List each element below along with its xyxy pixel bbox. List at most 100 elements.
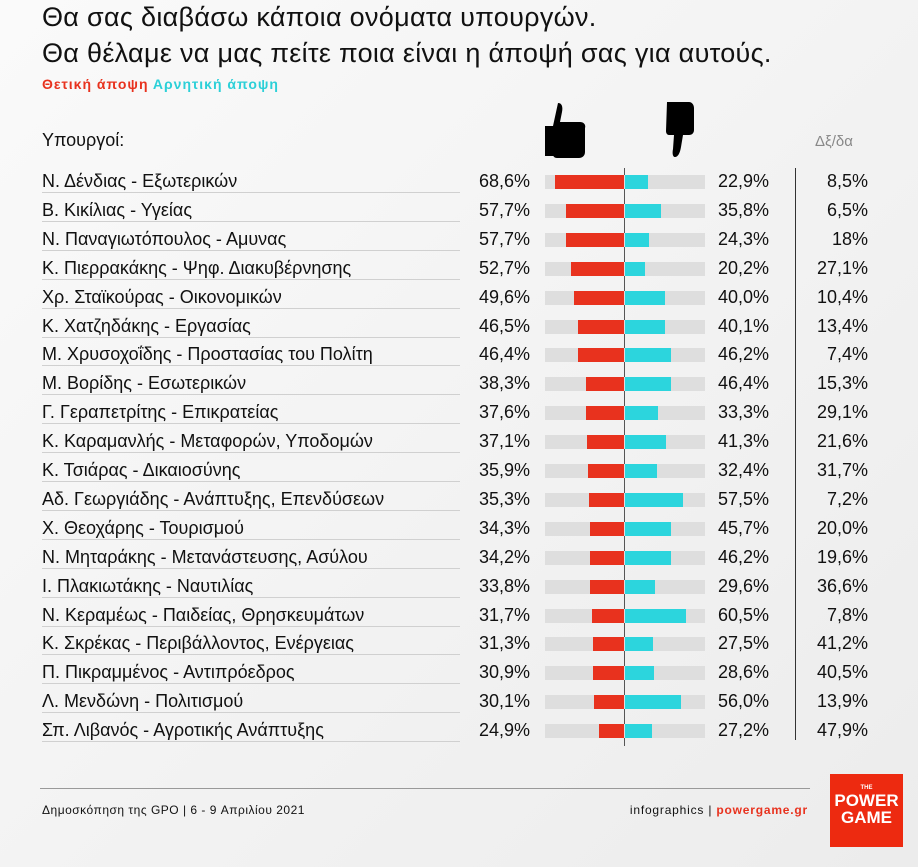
ministry: Επικρατείας	[182, 402, 279, 423]
dkda-header: Δξ/δα	[815, 133, 853, 150]
dkda-value: 19,6%	[816, 546, 868, 567]
title-line-2: Θα θέλαμε να μας πείτε ποια είναι η άποψ…	[42, 38, 772, 68]
minister-name: Κ. Καραμανλής - Μεταφορών, Υποδομών	[42, 431, 373, 452]
negative-value: 40,1%	[718, 315, 770, 336]
positive-bar	[577, 348, 624, 363]
table-row: Αδ. Γεωργιάδης - Ανάπτυξης, Επενδύσεων 3…	[0, 486, 918, 515]
negative-value: 41,3%	[718, 431, 770, 452]
minister-name: Αδ. Γεωργιάδης - Ανάπτυξης, Επενδύσεων	[42, 488, 385, 509]
positive-bar	[577, 319, 624, 334]
credit-site[interactable]: powergame.gr	[716, 803, 808, 817]
minister-name: Κ. Σκρέκας - Περιβάλλοντος, Ενέργειας	[42, 633, 354, 654]
person: Ν. Παναγιωτόπουλος	[42, 228, 211, 249]
ministry: Εσωτερικών	[147, 373, 247, 394]
positive-bar	[566, 232, 624, 247]
table-row: Ν. Παναγιωτόπουλος - Αμυνας 57,7% 24,3% …	[0, 226, 918, 255]
person: Αδ. Γεωργιάδης	[42, 488, 169, 509]
legend: Θετική άποψη Αρνητική άποψη	[42, 76, 279, 92]
positive-value: 35,3%	[478, 488, 530, 509]
negative-bar	[625, 203, 661, 218]
negative-value: 29,6%	[718, 575, 770, 596]
row-leader-line	[42, 249, 460, 251]
dkda-value: 40,5%	[816, 662, 868, 683]
footer-divider	[40, 788, 810, 789]
positive-bar	[585, 377, 624, 392]
ministry: Πολιτισμού	[155, 691, 244, 712]
table-row: Γ. Γεραπετρίτης - Επικρατείας 37,6% 33,3…	[0, 399, 918, 428]
table-row: Χρ. Σταϊκούρας - Οικονομικών 49,6% 40,0%…	[0, 284, 918, 313]
table-row: Ν. Δένδιας - Εξωτερικών 68,6% 22,9% 8,5%	[0, 168, 918, 197]
row-leader-line	[42, 683, 460, 685]
row-leader-line	[42, 538, 460, 540]
minister-name: Λ. Μενδώνη - Πολιτισμού	[42, 691, 244, 712]
positive-bar	[588, 492, 624, 507]
thumbs-down-icon	[666, 102, 694, 157]
negative-bar	[625, 608, 686, 623]
positive-bar	[555, 175, 624, 189]
logo-line1: POWER	[834, 791, 899, 810]
negative-value: 28,6%	[718, 662, 770, 683]
negative-value: 35,8%	[718, 199, 770, 220]
positive-value: 49,6%	[478, 286, 530, 307]
table-row: Λ. Μενδώνη - Πολιτισμού 30,1% 56,0% 13,9…	[0, 688, 918, 717]
table-row: Κ. Καραμανλής - Μεταφορών, Υποδομών 37,1…	[0, 428, 918, 457]
negative-bar	[625, 232, 650, 247]
positive-bar	[586, 406, 624, 421]
row-leader-line	[42, 481, 460, 482]
row-leader-line	[42, 307, 460, 309]
table-row: Χ. Θεοχάρης - Τουρισμού 34,3% 45,7% 20,0…	[0, 515, 918, 544]
negative-value: 24,3%	[718, 228, 770, 249]
logo-line2: GAME	[841, 808, 892, 827]
ministry: Εργασίας	[175, 315, 251, 336]
person: Κ. Καραμανλής	[42, 431, 165, 452]
negative-value: 45,7%	[718, 517, 770, 538]
dkda-value: 10,4%	[816, 286, 868, 307]
row-leader-line	[42, 596, 460, 598]
minister-name: Π. Πικραμμένος - Αντιπρόεδρος	[42, 662, 295, 683]
table-row: Κ. Χατζηδάκης - Εργασίας 46,5% 40,1% 13,…	[0, 313, 918, 342]
ministry: Αγροτικής Ανάπτυξης	[153, 720, 324, 741]
table-row: Ν. Μηταράκης - Μετανάστευσης, Ασύλου 34,…	[0, 544, 918, 573]
minister-name: Μ. Χρυσοχοΐδης - Προστασίας του Πολίτη	[42, 344, 373, 365]
person: Γ. Γεραπετρίτης	[42, 402, 167, 423]
person: Κ. Σκρέκας	[42, 633, 131, 654]
ministry: Περιβάλλοντος, Ενέργειας	[146, 633, 354, 654]
positive-bar	[590, 579, 624, 594]
dkda-value: 7,8%	[826, 604, 868, 625]
ministry: Ψηφ. Διακυβέρνησης	[182, 257, 352, 278]
person: Β. Κικίλιας	[42, 199, 126, 220]
positive-value: 68,6%	[478, 171, 530, 191]
dkda-value: 41,2%	[816, 633, 868, 654]
negative-value: 27,2%	[718, 720, 770, 741]
negative-value: 33,3%	[718, 402, 770, 423]
person: Π. Πικραμμένος	[42, 662, 169, 683]
row-leader-line	[42, 509, 460, 511]
table-row: Μ. Χρυσοχοΐδης - Προστασίας του Πολίτη 4…	[0, 341, 918, 370]
negative-value: 60,5%	[718, 604, 770, 625]
minister-name: Ν. Μηταράκης - Μετανάστευσης, Ασύλου	[42, 546, 368, 567]
column-divider	[795, 168, 796, 740]
positive-bar	[589, 550, 624, 565]
ministry: Υγείας	[140, 199, 193, 220]
negative-value: 32,4%	[718, 460, 770, 480]
ministers-header: Υπουργοί:	[42, 130, 125, 150]
positive-value: 57,7%	[478, 199, 530, 220]
person: Σπ. Λιβανός	[42, 720, 139, 741]
minister-name: Σπ. Λιβανός - Αγροτικής Ανάπτυξης	[42, 720, 324, 741]
row-leader-line	[42, 712, 460, 714]
negative-bar	[625, 637, 653, 652]
minister-name: Χ. Θεοχάρης - Τουρισμού	[42, 517, 244, 538]
positive-value: 52,7%	[478, 257, 530, 278]
positive-value: 34,2%	[478, 546, 530, 567]
row-leader-line	[42, 394, 460, 396]
negative-bar	[625, 492, 683, 507]
positive-value: 35,9%	[478, 460, 530, 480]
positive-bar	[593, 695, 624, 710]
row-leader-line	[42, 220, 460, 222]
positive-bar	[574, 290, 624, 305]
dkda-value: 21,6%	[816, 431, 868, 452]
positive-value: 34,3%	[478, 517, 530, 538]
person: Χρ. Σταϊκούρας	[42, 286, 164, 307]
person: Μ. Χρυσοχοΐδης	[42, 344, 172, 365]
negative-bar	[625, 724, 653, 739]
